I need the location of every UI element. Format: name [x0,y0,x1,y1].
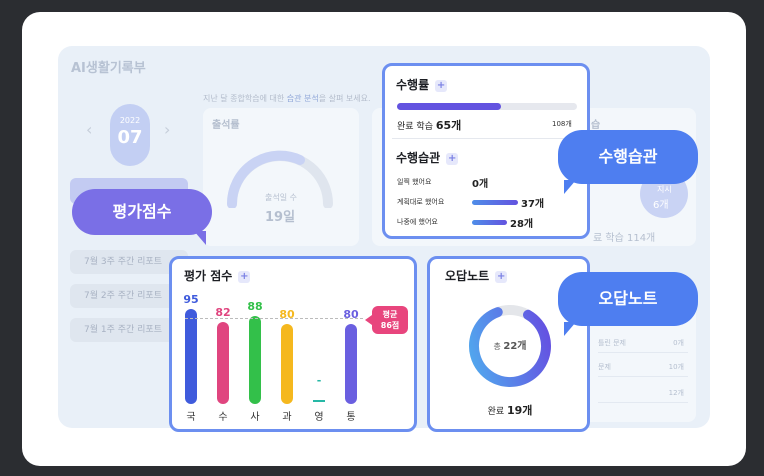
score-value-label: - [316,374,322,387]
next-month-icon[interactable]: › [164,120,171,139]
scores-callout-bubble: 평가점수 [72,189,212,245]
bg-right-title: 습 [591,120,601,131]
performance-progress-track [397,103,577,110]
bg-right-small: 지시 [657,185,672,194]
habit-row-label: 일찍 했어요 [397,178,432,186]
divider [392,138,580,139]
performance-title: 수행률 + [396,78,448,92]
performance-done: 완료 학습 65개 [397,119,462,132]
subject-label: 영 [314,412,324,423]
attendance-title: 출석률 [212,120,240,131]
attendance-value: 19일 [265,210,296,225]
score-value-label: 80 [279,308,295,321]
average-badge: 평균 86점 [372,306,408,334]
score-bar [281,324,293,404]
bubble-tail [564,180,576,194]
score-bar [313,400,325,402]
subject-label: 국 [186,412,196,423]
report-item[interactable]: 7월 2주 주간 리포트 [70,284,188,308]
bg-right-count: 6개 [653,200,669,211]
bg-right-done: 료 학습 114개 [593,233,656,244]
subject-label: 통 [346,412,356,423]
score-value-label: 95 [183,293,199,306]
scores-title: 평가 점수 + [184,269,251,283]
prev-month-icon[interactable]: ‹ [86,120,93,139]
habit-row-bar [472,220,507,225]
attendance-panel [203,108,359,246]
report-item[interactable]: 7월 3주 주간 리포트 [70,250,188,274]
year-label: 2022 [119,116,141,125]
attendance-label: 출석일 수 [265,193,297,202]
hint-text: 지난 달 종합학습에 대한 습관 분석을 살펴 보세요. [203,94,371,103]
habit-row-bar [472,200,518,205]
performance-progress-fill [397,103,502,110]
bg-row: 문제 10개 [598,358,688,377]
score-bar [185,309,197,404]
score-value-label: 80 [343,308,359,321]
score-bar [217,322,229,404]
average-badge-pointer [365,315,372,325]
month-picker[interactable]: 2022 07 [110,104,150,166]
bubble-tail [194,231,206,245]
habit-row-label: 나중에 했어요 [397,218,438,226]
bg-row: 12개 [598,384,688,403]
habit-row-label: 계획대로 했어요 [397,198,445,206]
scores-panel [169,256,417,432]
attendance-gauge [226,150,333,208]
add-icon[interactable]: + [238,270,251,283]
notes-donut [469,305,551,387]
habit-row-value: 0개 [472,179,489,190]
hint-link[interactable]: 습관 분석 [286,94,319,103]
score-bar [345,324,357,404]
habits-callout-bubble: 수행습관 [558,130,698,194]
subject-label: 과 [282,412,292,423]
notes-callout-bubble: 오답노트 [558,272,698,336]
add-icon[interactable]: + [495,270,508,283]
habit-row-value: 28개 [510,219,534,230]
score-value-label: 82 [215,306,231,319]
notes-done: 완료 19개 [487,404,533,417]
add-icon[interactable]: + [446,152,459,165]
average-line [185,318,363,319]
subject-label: 수 [218,412,228,423]
bg-row: 틀린 문제 0개 [598,334,688,353]
score-value-label: 88 [247,300,263,313]
notes-total: 총 22개 [493,341,527,352]
bubble-tail [564,322,576,336]
add-icon[interactable]: + [435,79,448,92]
app-title: AI생활기록부 [71,61,146,76]
month-label: 07 [117,127,143,148]
habits-title: 수행습관 + [396,151,459,165]
report-item[interactable]: 7월 1주 주간 리포트 [70,318,188,342]
notes-title: 오답노트 + [445,269,508,283]
score-bar [249,316,261,404]
subject-label: 사 [250,412,260,423]
performance-total: 108개 [552,120,572,128]
habit-row-value: 37개 [521,199,545,210]
